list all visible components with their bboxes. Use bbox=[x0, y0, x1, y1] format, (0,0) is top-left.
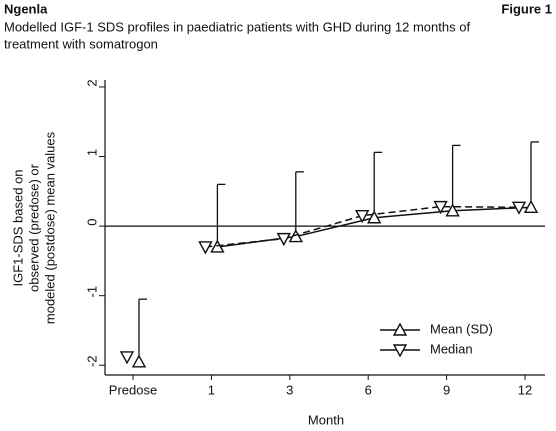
legend-label: Mean (SD) bbox=[430, 321, 493, 336]
marker bbox=[276, 232, 291, 247]
marker bbox=[367, 210, 382, 224]
legend-marker bbox=[392, 322, 408, 336]
y-tick-label: -1 bbox=[84, 286, 99, 298]
legend-label: Median bbox=[430, 341, 473, 356]
x-tick-label: 6 bbox=[365, 382, 372, 397]
x-tick-label: 1 bbox=[208, 382, 215, 397]
x-tick-label: Predose bbox=[109, 382, 157, 397]
marker bbox=[433, 200, 448, 215]
marker bbox=[210, 239, 225, 253]
marker bbox=[131, 354, 147, 368]
header-left: Ngenla bbox=[4, 1, 48, 16]
marker bbox=[445, 203, 460, 217]
y-tick-label: 2 bbox=[84, 79, 99, 86]
y-axis-label: IGF1-SDS based on observed (predose) or … bbox=[10, 131, 57, 324]
x-tick-label: 3 bbox=[286, 382, 293, 397]
chart-title: treatment with somatrogon bbox=[4, 36, 158, 51]
x-tick-label: 9 bbox=[443, 382, 450, 397]
marker bbox=[355, 209, 370, 224]
x-axis-label: Month bbox=[308, 412, 344, 427]
y-tick-label: 0 bbox=[84, 218, 99, 225]
legend-marker bbox=[392, 344, 408, 358]
marker bbox=[119, 351, 135, 365]
y-tick-label: 1 bbox=[84, 149, 99, 156]
y-tick-label: -2 bbox=[84, 355, 99, 367]
marker bbox=[198, 241, 213, 255]
y-axis-label-line: modeled (postdose) mean values bbox=[42, 131, 57, 324]
marker bbox=[511, 201, 527, 215]
chart-title: Modelled IGF-1 SDS profiles in paediatri… bbox=[4, 19, 470, 34]
y-axis-label-line: observed (predose) or bbox=[26, 163, 41, 292]
header-right: Figure 1 bbox=[501, 1, 552, 16]
x-tick-label: 12 bbox=[518, 382, 532, 397]
y-axis-label-line: IGF1-SDS based on bbox=[10, 169, 25, 286]
marker bbox=[523, 199, 539, 214]
